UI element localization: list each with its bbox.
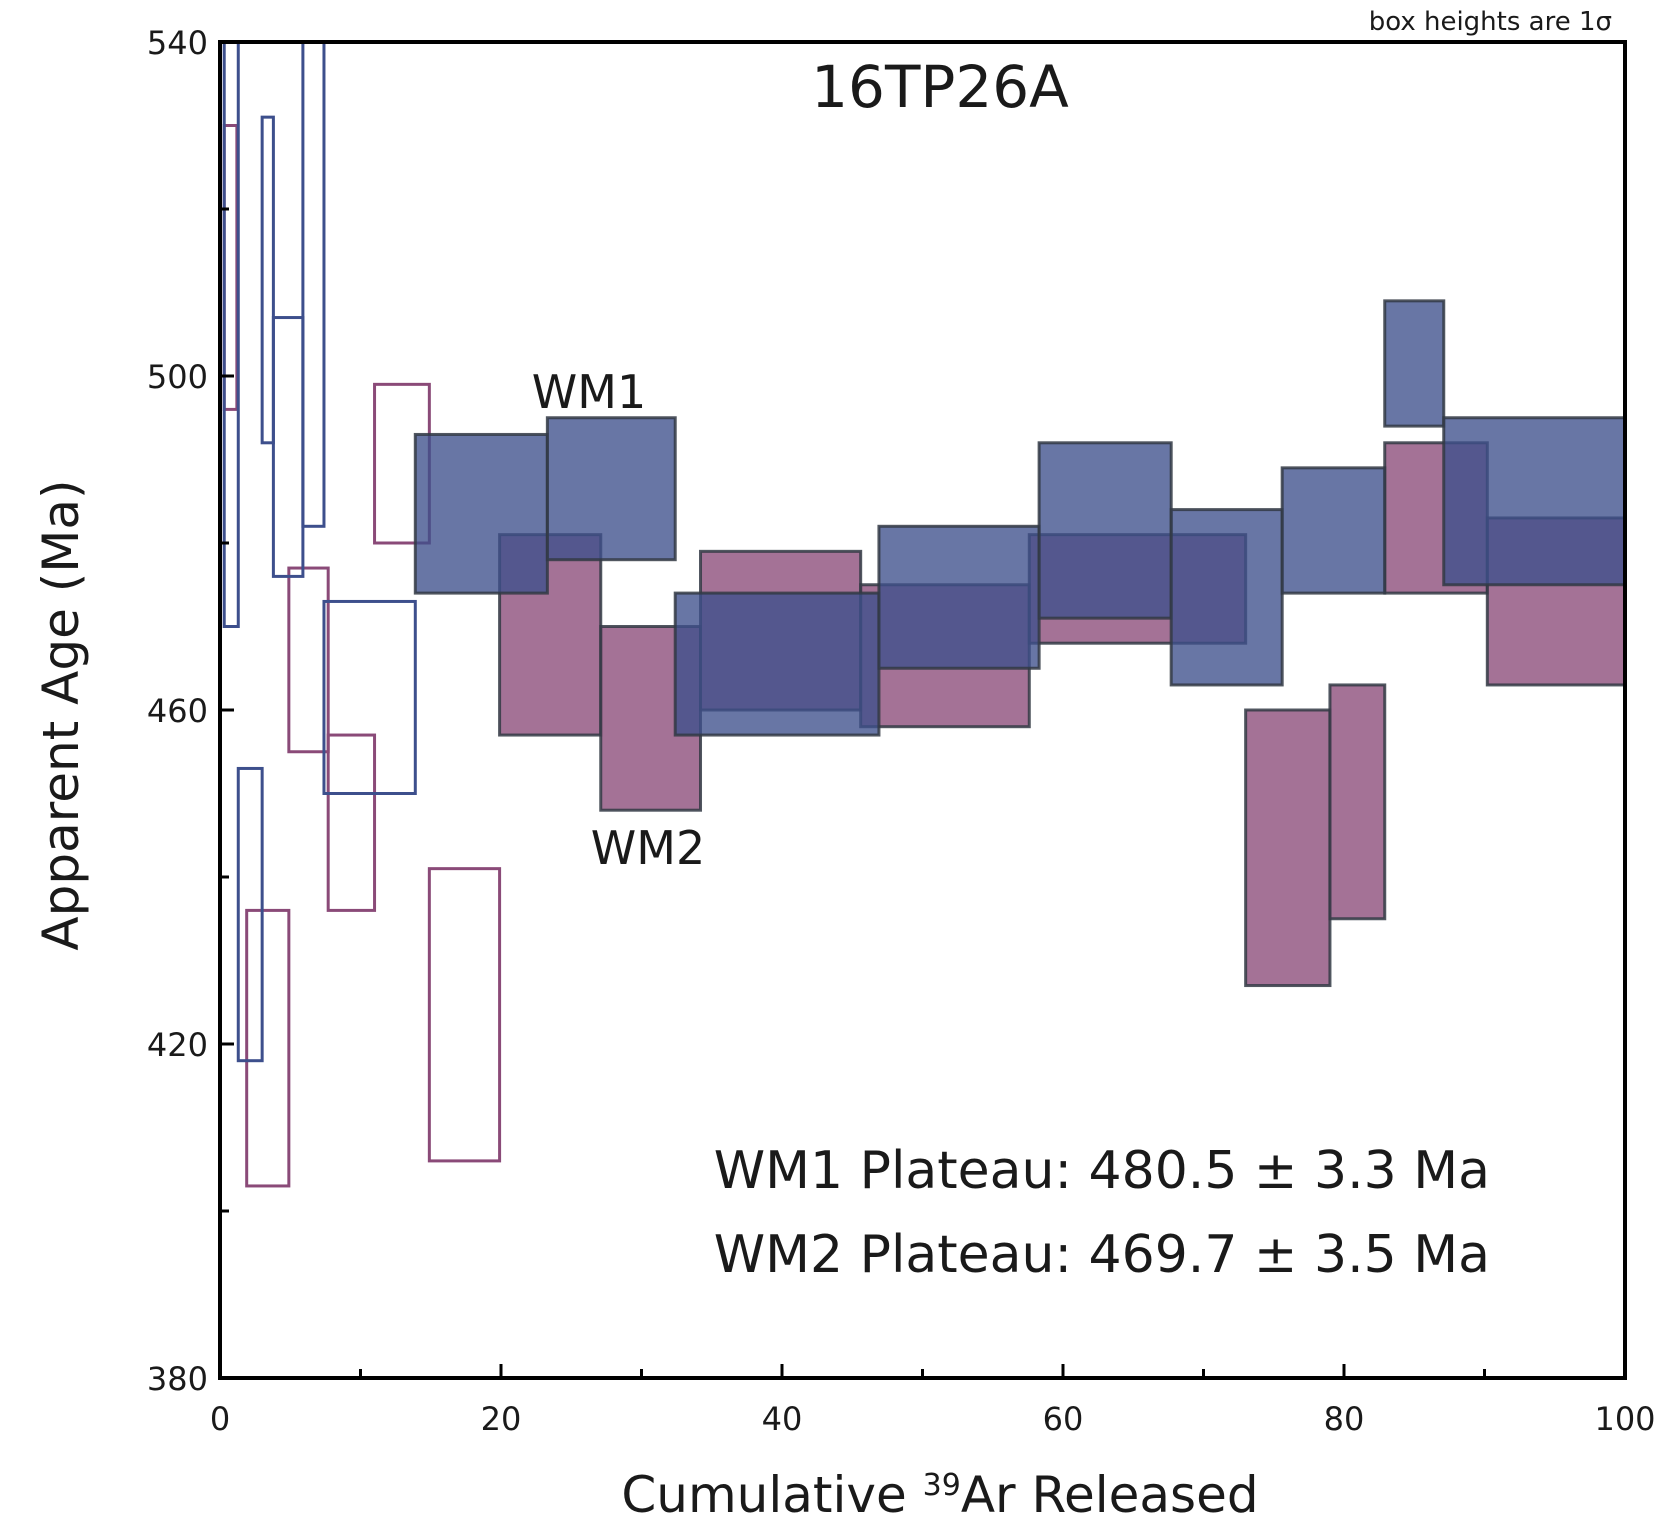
wm2-step-3: [287, 566, 330, 754]
wm2-step-12: [1244, 708, 1332, 988]
series-label-wm2: WM2: [591, 821, 705, 875]
wm1-step-11: [1037, 441, 1173, 620]
x-tick-label: 100: [1594, 1400, 1655, 1438]
wm1-step-7: [413, 432, 549, 595]
y-tick-label: 460: [147, 692, 208, 730]
y-tick-label: 380: [147, 1360, 208, 1398]
wm2-step-1: [222, 124, 239, 411]
x-tick-label: 20: [481, 1400, 522, 1438]
plateau-wm2: WM2 Plateau: 469.7 ± 3.5 Ma: [714, 1225, 1490, 1285]
wm1-step-5: [301, 42, 326, 528]
wm1-step-9: [673, 591, 881, 737]
series-label-wm1: WM1: [532, 365, 646, 419]
wm1-step-14: [1383, 299, 1446, 428]
wm1-step-2: [236, 766, 264, 1063]
x-axis-label: Cumulative 39Ar Released: [621, 1466, 1258, 1524]
x-axis-label-sup: 39: [923, 1468, 961, 1503]
y-tick-label: 420: [147, 1026, 208, 1064]
wm2-step-13: [1328, 683, 1387, 921]
chart-title: 16TP26A: [811, 53, 1069, 121]
x-tick-label: 0: [210, 1400, 230, 1438]
wm1-step-1: [222, 42, 240, 628]
step-boxes: [222, 42, 1625, 1188]
wm1-step-15: [1442, 416, 1625, 587]
axis-ticks: 0 20 40 60 80 100 380 420 460 500 540: [147, 24, 1656, 1438]
wm2-step-6: [427, 867, 502, 1163]
wm1-step-4: [271, 316, 305, 578]
y-axis-label: Apparent Age (Ma): [32, 479, 90, 950]
wm1-step-10: [877, 524, 1041, 670]
wm2-step-4: [326, 733, 377, 912]
wm1-step-12: [1169, 508, 1284, 687]
y-tick-label: 500: [147, 358, 208, 396]
x-tick-label: 60: [1043, 1400, 1084, 1438]
chart-note: box heights are 1σ: [1369, 7, 1612, 37]
wm1-step-6: [322, 599, 417, 796]
plateau-wm1: WM1 Plateau: 480.5 ± 3.3 Ma: [714, 1141, 1490, 1201]
wm2-step-2: [245, 908, 291, 1188]
x-tick-label: 80: [1324, 1400, 1365, 1438]
x-tick-label: 40: [762, 1400, 803, 1438]
wm1-step-3: [260, 115, 275, 445]
y-tick-label: 540: [147, 24, 208, 62]
wm1-step-13: [1280, 466, 1387, 595]
wm1-step-8: [545, 416, 677, 562]
